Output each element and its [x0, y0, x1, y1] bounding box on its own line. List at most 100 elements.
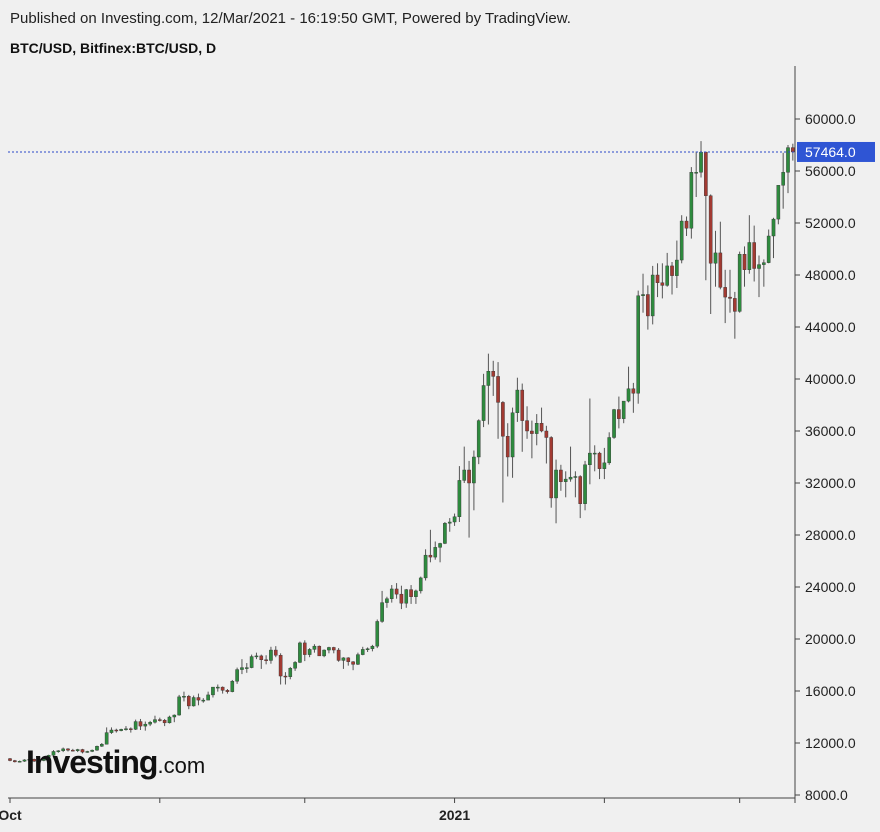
candle-body — [486, 371, 491, 386]
candle — [148, 720, 152, 727]
candle — [452, 513, 457, 526]
candle-body — [675, 259, 679, 276]
candle — [766, 229, 771, 264]
candle-body — [138, 721, 143, 727]
candle — [554, 459, 558, 524]
x-tick-label: Oct — [0, 807, 22, 823]
candle-body — [307, 649, 312, 655]
candle-body — [447, 521, 452, 524]
candle-body — [177, 696, 181, 716]
candle — [278, 653, 283, 685]
candle — [626, 366, 631, 403]
candle — [317, 645, 322, 657]
candle-body — [617, 409, 621, 419]
candle — [138, 718, 143, 730]
candle — [37, 759, 41, 762]
candle-body — [259, 655, 264, 661]
candle-body — [351, 661, 355, 665]
candle-body — [723, 287, 727, 298]
y-tick-label: 60000.0 — [805, 111, 856, 127]
candle — [723, 269, 727, 324]
candle — [510, 407, 515, 478]
candle — [365, 647, 370, 652]
candle-body — [66, 748, 70, 751]
candle-body — [302, 642, 307, 655]
candle — [786, 145, 790, 194]
candle-body — [327, 647, 331, 651]
candle — [476, 419, 481, 465]
y-tick-label: 44000.0 — [805, 319, 856, 335]
candles-layer — [8, 141, 795, 763]
candle-body — [423, 554, 428, 579]
candle-body — [457, 480, 462, 517]
candle-body — [95, 746, 99, 751]
candle — [457, 466, 462, 522]
candle — [370, 644, 375, 652]
candle — [530, 420, 534, 459]
candle — [660, 263, 665, 299]
candle — [225, 689, 230, 694]
candle — [351, 661, 355, 671]
logo-suffix: .com — [157, 753, 206, 778]
chart-header: Published on Investing.com, 12/Mar/2021 … — [10, 10, 571, 56]
candle-body — [597, 452, 602, 469]
candle-body — [631, 388, 636, 394]
candle — [409, 585, 413, 604]
candle-body — [762, 262, 766, 265]
candle-body — [771, 218, 776, 237]
candle — [182, 691, 186, 702]
candle-body — [694, 172, 698, 174]
candle-body — [244, 667, 249, 669]
candle-body — [520, 389, 525, 421]
candle — [742, 246, 747, 287]
candle-body — [791, 147, 795, 153]
candle-body — [133, 721, 138, 730]
candle-body — [708, 195, 713, 264]
candle-body — [61, 748, 65, 751]
candle — [327, 646, 331, 654]
candle — [249, 654, 254, 669]
candle-body — [129, 728, 133, 730]
axes-layer: 8000.0 12000.0 16000.0 20000.0 24000.0 28000.… — [0, 66, 856, 823]
candle — [776, 185, 781, 225]
candle-body — [365, 648, 370, 650]
candle-body — [278, 655, 283, 677]
candle-body — [288, 668, 293, 677]
candle-body — [186, 696, 191, 707]
candle-body — [51, 751, 56, 756]
candle-body — [515, 389, 520, 413]
candle — [684, 216, 689, 236]
candle — [90, 749, 94, 753]
candle-body — [573, 476, 578, 478]
candle-body — [389, 588, 394, 599]
candle-body — [249, 656, 254, 668]
candle — [418, 576, 423, 594]
candle-body — [462, 469, 467, 481]
candle — [346, 657, 351, 666]
candle-body — [742, 253, 747, 270]
candle-body — [196, 697, 201, 701]
candle — [230, 679, 235, 693]
candle-body — [394, 588, 399, 595]
candle-body — [264, 659, 268, 661]
candle — [244, 663, 249, 673]
candle-body — [626, 388, 631, 402]
candle-body — [225, 690, 230, 692]
candle — [312, 644, 317, 653]
candle-body — [559, 469, 563, 482]
candle-body — [650, 274, 655, 317]
candle-body — [612, 409, 616, 438]
candle-body — [539, 423, 544, 432]
candle — [191, 695, 196, 707]
candle-body — [752, 242, 756, 269]
candle — [525, 406, 529, 439]
candle — [61, 747, 65, 753]
candle — [356, 652, 360, 665]
candle — [399, 585, 404, 610]
candle — [539, 407, 544, 433]
candle — [501, 401, 505, 503]
candle — [520, 383, 525, 452]
candle — [95, 745, 99, 751]
candle — [273, 646, 278, 658]
